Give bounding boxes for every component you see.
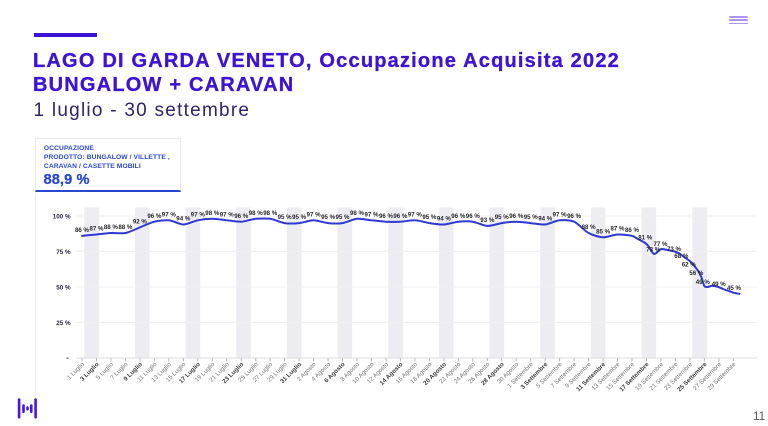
svg-text:96 %: 96 % — [147, 213, 162, 220]
svg-text:87 %: 87 % — [90, 226, 105, 233]
svg-text:100 %: 100 % — [53, 213, 71, 220]
svg-text:45 %: 45 % — [727, 285, 742, 292]
svg-text:81 %: 81 % — [638, 235, 653, 242]
svg-text:96 %: 96 % — [466, 213, 481, 220]
svg-text:98 %: 98 % — [263, 210, 278, 217]
svg-text:95 %: 95 % — [524, 214, 539, 221]
svg-text:94 %: 94 % — [437, 216, 452, 223]
svg-text:93 %: 93 % — [480, 217, 495, 224]
svg-text:94 %: 94 % — [538, 216, 553, 223]
svg-text:75 %: 75 % — [56, 249, 71, 256]
svg-text:73 %: 73 % — [646, 247, 661, 254]
svg-text:96 %: 96 % — [234, 213, 249, 220]
svg-text:95 %: 95 % — [292, 214, 307, 221]
svg-text:87 %: 87 % — [611, 226, 626, 233]
svg-text:95 %: 95 % — [495, 214, 510, 221]
svg-text:25 %: 25 % — [56, 320, 71, 327]
svg-text:97 %: 97 % — [220, 211, 235, 218]
svg-text:98 %: 98 % — [350, 210, 365, 217]
svg-text:62 %: 62 % — [682, 262, 697, 269]
svg-text:92 %: 92 % — [133, 219, 148, 226]
svg-text:94 %: 94 % — [176, 216, 191, 223]
svg-text:50 %: 50 % — [56, 284, 71, 291]
svg-text:96 %: 96 % — [379, 213, 394, 220]
svg-text:96 %: 96 % — [393, 213, 408, 220]
svg-text:56 %: 56 % — [689, 270, 704, 277]
svg-text:88 %: 88 % — [118, 224, 133, 231]
svg-text:73 %: 73 % — [667, 246, 682, 253]
svg-text:97 %: 97 % — [191, 211, 206, 218]
svg-text:77 %: 77 % — [654, 241, 669, 248]
svg-text:96 %: 96 % — [451, 213, 466, 220]
svg-text:68 %: 68 % — [674, 253, 689, 260]
svg-text:86 %: 86 % — [625, 227, 640, 234]
svg-text:97 %: 97 % — [553, 211, 568, 218]
svg-text:86 %: 86 % — [75, 227, 90, 234]
svg-text:96 %: 96 % — [509, 213, 524, 220]
svg-text:97 %: 97 % — [307, 211, 322, 218]
svg-text:49 %: 49 % — [696, 279, 711, 286]
svg-text:97 %: 97 % — [408, 211, 423, 218]
svg-text:49 %: 49 % — [712, 281, 727, 288]
svg-text:95 %: 95 % — [278, 214, 293, 221]
svg-text:85 %: 85 % — [596, 228, 611, 235]
svg-text:97 %: 97 % — [365, 211, 380, 218]
svg-text:98 %: 98 % — [205, 210, 220, 217]
svg-text:95 %: 95 % — [422, 214, 437, 221]
svg-text:95 %: 95 % — [321, 214, 336, 221]
svg-text:88 %: 88 % — [582, 224, 597, 231]
svg-text:88 %: 88 % — [104, 224, 119, 231]
svg-text:95 %: 95 % — [336, 214, 351, 221]
svg-text:98 %: 98 % — [249, 210, 264, 217]
svg-text:97 %: 97 % — [162, 211, 177, 218]
svg-text:96 %: 96 % — [567, 213, 582, 220]
